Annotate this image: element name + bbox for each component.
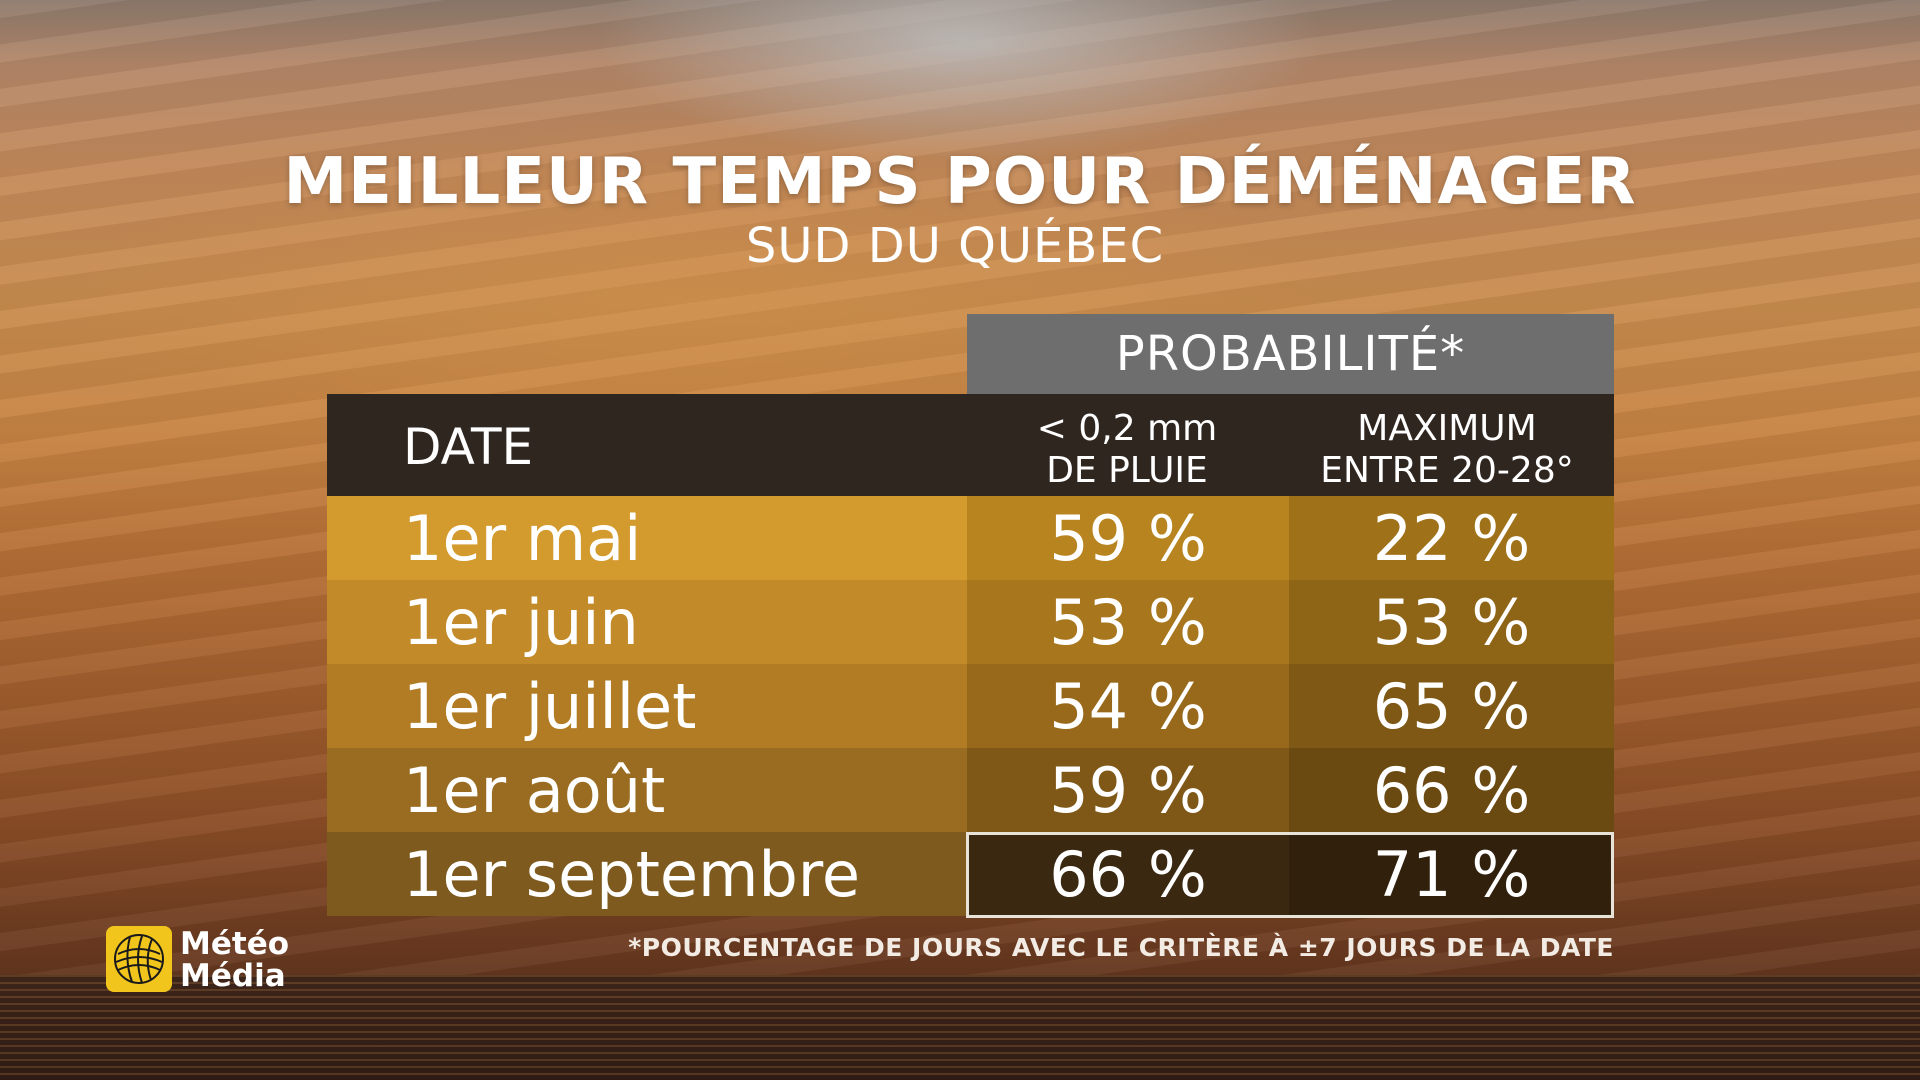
table-header-row: DATE < 0,2 mm DE PLUIE MAXIMUM ENTRE 20-… — [327, 394, 1614, 496]
date-cell: 1er juin — [327, 580, 967, 664]
rain-header-line2: DE PLUIE — [1046, 450, 1208, 491]
temp-header-line1: MAXIMUM — [1357, 408, 1537, 449]
footnote: *POURCENTAGE DE JOURS AVEC LE CRITÈRE À … — [628, 933, 1614, 962]
date-cell: 1er septembre — [327, 832, 967, 916]
probability-header: PROBABILITÉ* — [967, 314, 1614, 394]
temperature-probability-cell: 71 % — [1289, 832, 1614, 916]
temperature-probability-cell: 65 % — [1289, 664, 1614, 748]
rain-probability-cell: 59 % — [967, 496, 1289, 580]
table-row: 1er juillet 54 % 65 % — [327, 664, 1614, 748]
temperature-probability-cell: 53 % — [1289, 580, 1614, 664]
rain-probability-cell: 54 % — [967, 664, 1289, 748]
rain-probability-cell: 59 % — [967, 748, 1289, 832]
rain-header-line1: < 0,2 mm — [1036, 408, 1218, 449]
table-row: 1er juin 53 % 53 % — [327, 580, 1614, 664]
date-column-header: DATE — [403, 418, 534, 476]
rain-probability-cell: 53 % — [967, 580, 1289, 664]
meteomedia-logo: Météo Média — [106, 926, 296, 996]
rain-probability-cell: 66 % — [967, 832, 1289, 916]
date-cell: 1er juillet — [327, 664, 967, 748]
temp-column-header: MAXIMUM ENTRE 20-28° — [1287, 408, 1607, 492]
table-row: 1er août 59 % 66 % — [327, 748, 1614, 832]
chart-subtitle: SUD DU QUÉBEC — [745, 218, 1165, 274]
logo-line2: Média — [180, 958, 286, 994]
temp-header-line2: ENTRE 20-28° — [1320, 450, 1574, 491]
logo-text: Météo Média — [180, 928, 289, 992]
table-body: 1er mai 59 % 22 % 1er juin 53 % 53 % 1er juill… — [327, 496, 1614, 916]
table-row: 1er septembre 66 % 71 % — [327, 832, 1614, 916]
logo-line1: Météo — [180, 926, 290, 962]
background-sea — [0, 975, 1920, 1080]
table-row: 1er mai 59 % 22 % — [327, 496, 1614, 580]
temperature-probability-cell: 22 % — [1289, 496, 1614, 580]
globe-icon — [106, 926, 172, 992]
rain-column-header: < 0,2 mm DE PLUIE — [967, 408, 1287, 492]
date-cell: 1er août — [327, 748, 967, 832]
temperature-probability-cell: 66 % — [1289, 748, 1614, 832]
date-cell: 1er mai — [327, 496, 967, 580]
chart-title: MEILLEUR TEMPS POUR DÉMÉNAGER — [283, 145, 1637, 219]
